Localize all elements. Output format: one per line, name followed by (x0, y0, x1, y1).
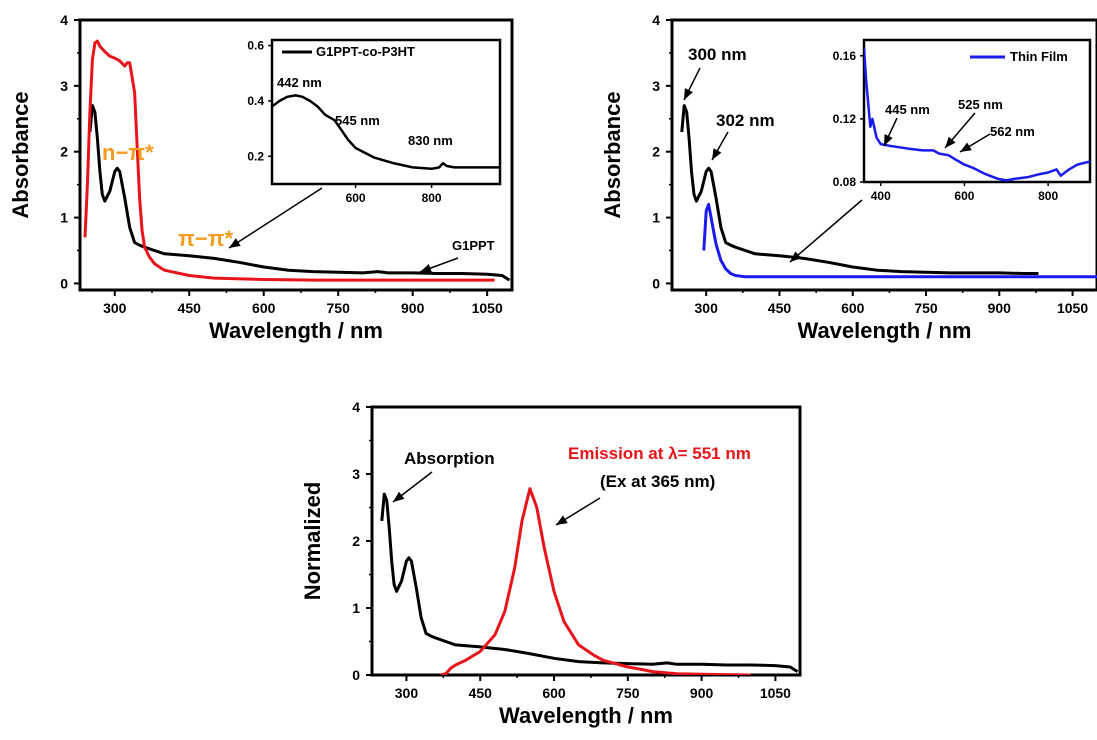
x-tick-label: 1050 (472, 300, 503, 316)
y-tick-label: 4 (352, 399, 360, 415)
arrow-302-head (712, 148, 722, 160)
inset-y-tick-label: 0.16 (833, 49, 857, 63)
y-axis-label: Absorbance (600, 91, 625, 218)
inset-y-tick-label: 0.6 (247, 39, 264, 53)
arrow-525-head (945, 136, 956, 148)
plot-frame (670, 18, 1097, 292)
arrow-562-head (960, 142, 972, 152)
x-axis-label: Wavelength / nm (798, 318, 972, 343)
series-line-0 (88, 104, 511, 282)
inset-x-tick-label: 600 (954, 189, 974, 203)
inset-series-line-0 (864, 47, 1090, 182)
annotation-absorption: Absorption (404, 449, 495, 468)
inset-y-tick-label: 0.2 (247, 149, 264, 163)
arrow-emission-head (556, 515, 568, 525)
inset-annotation: 442 nm (277, 75, 322, 90)
y-tick-label: 4 (652, 12, 660, 28)
series-line-1 (83, 39, 495, 282)
y-tick-label: 2 (60, 144, 68, 160)
y-tick-label: 3 (652, 78, 660, 94)
arrow-absorption-head (393, 491, 405, 502)
chart-panel-top-left: 300 450 600 750 900 1050 0 1 2 3 4 Wavelength / nm A… (8, 12, 514, 343)
inset-x-tick-label: 800 (422, 191, 442, 205)
chart-panel-top-right: 300 450 600 750 900 1050 0 1 2 3 4 Wavelength / nm A… (600, 12, 1097, 343)
inset-annotation: 562 nm (990, 124, 1035, 139)
x-tick-label: 750 (616, 685, 640, 701)
x-tick-label: 600 (841, 300, 865, 316)
y-tick-label: 3 (352, 466, 360, 482)
y-tick-label: 2 (652, 144, 660, 160)
annotation-g1ppt: G1PPT (452, 238, 495, 253)
annotation-excitation: (Ex at 365 nm) (600, 472, 715, 491)
inset-y-tick-label: 0.4 (247, 94, 264, 108)
series-line-0 (680, 104, 1039, 275)
inset-annotation: 525 nm (958, 97, 1003, 112)
x-tick-label: 1050 (1057, 300, 1088, 316)
chart-panel-bottom: 300 450 600 750 900 1050 0 1 2 3 4 Wavelength / nm N… (300, 399, 802, 728)
inset-x-tick-label: 400 (871, 189, 891, 203)
annotation-300nm: 300 nm (688, 45, 747, 64)
annotation-pi-pi: π−π* (178, 226, 234, 251)
x-tick-label: 900 (690, 685, 714, 701)
inset-x-tick-label: 600 (346, 191, 366, 205)
inset-series-line-0 (272, 94, 500, 171)
y-tick-label: 1 (60, 210, 68, 226)
y-axis-label: Absorbance (8, 91, 33, 218)
y-axis-label: Normalized (300, 482, 325, 601)
arrow-g1ppt-head (420, 263, 432, 273)
inset-annotation: 445 nm (885, 102, 930, 117)
arrow-inset-head (790, 251, 802, 262)
inset-x-tick-label: 800 (1038, 189, 1058, 203)
arrow-inset-line (228, 187, 323, 249)
arrow-inset-line (789, 199, 863, 263)
inset-annotation: 830 nm (408, 133, 453, 148)
x-tick-label: 300 (103, 300, 127, 316)
x-tick-label: 750 (914, 300, 938, 316)
inset-y-tick-label: 0.08 (833, 175, 857, 189)
annotation-emission: Emission at λ= 551 nm (568, 444, 751, 463)
inset-annotation: 545 nm (335, 113, 380, 128)
y-tick-label: 2 (352, 533, 360, 549)
arrow-inset-head (229, 238, 241, 248)
inset-frame (270, 38, 502, 186)
inset-y-tick-label: 0.12 (833, 112, 857, 126)
x-tick-label: 300 (395, 685, 419, 701)
x-tick-label: 600 (252, 300, 276, 316)
y-tick-label: 3 (60, 78, 68, 94)
inset-frame (862, 38, 1092, 184)
x-tick-label: 900 (401, 300, 425, 316)
y-tick-label: 0 (352, 667, 360, 683)
x-tick-label: 750 (327, 300, 351, 316)
x-tick-label: 450 (469, 685, 493, 701)
y-tick-label: 1 (652, 210, 660, 226)
x-tick-label: 450 (768, 300, 792, 316)
annotation-n-pi: n−π* (102, 140, 154, 165)
x-tick-label: 450 (178, 300, 202, 316)
y-tick-label: 0 (652, 275, 660, 291)
y-tick-label: 1 (352, 600, 360, 616)
x-tick-label: 900 (988, 300, 1012, 316)
x-axis-label: Wavelength / nm (209, 318, 383, 343)
x-tick-label: 600 (542, 685, 566, 701)
series-line-1 (440, 487, 751, 675)
series-line-0 (380, 492, 799, 673)
x-tick-label: 1050 (760, 685, 791, 701)
inset-legend-label: Thin Film (1010, 49, 1068, 64)
y-tick-label: 4 (60, 12, 68, 28)
arrow-300-head (684, 88, 693, 100)
series-line-1 (702, 202, 1097, 279)
x-axis-label: Wavelength / nm (499, 703, 673, 728)
arrow-445-head (884, 134, 893, 146)
annotation-302nm: 302 nm (716, 111, 775, 130)
y-tick-label: 0 (60, 275, 68, 291)
plot-frame (78, 18, 514, 292)
inset-legend-label: G1PPT-co-P3HT (316, 44, 415, 59)
x-tick-label: 300 (695, 300, 719, 316)
